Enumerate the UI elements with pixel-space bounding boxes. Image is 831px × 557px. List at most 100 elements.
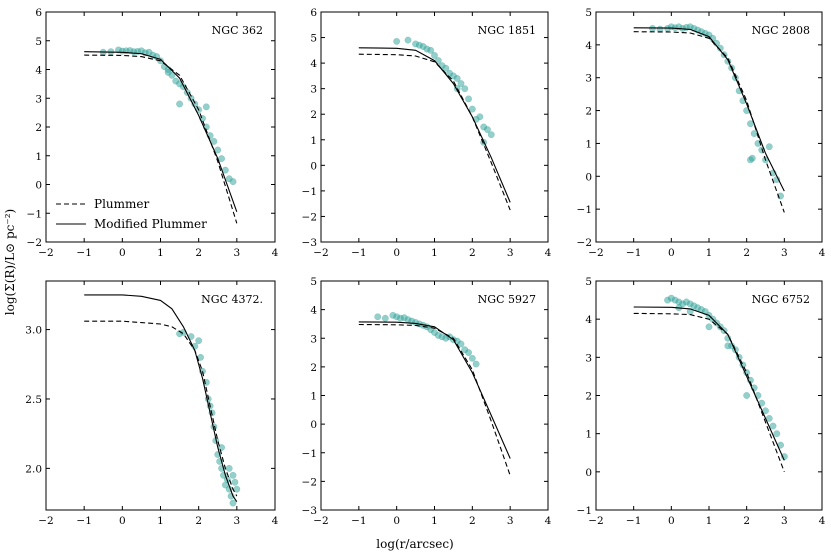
x-tick-label: 3 <box>507 247 514 259</box>
y-tick-label: 6 <box>310 7 317 19</box>
x-tick-label: 1 <box>431 515 438 527</box>
data-points <box>664 294 788 461</box>
x-tick-label: 3 <box>233 515 240 527</box>
panel-title: NGC 2808 <box>752 24 810 37</box>
y-axis-label: log(Σ(R)/L⊙ pc⁻²) <box>3 209 17 315</box>
x-tick-label: 3 <box>233 247 240 259</box>
panel-title: NGC 4372. <box>201 293 263 306</box>
x-tick-label: 3 <box>507 515 514 527</box>
data-point <box>225 464 233 472</box>
x-tick-label: 0 <box>119 515 126 527</box>
panel-title: NGC 362 <box>212 24 263 37</box>
panel-1: −2 −1 0 1 2 3 4 −2 −1 0 1 2 3 4 5 6 NGC 362 <box>27 7 279 259</box>
data-points <box>176 328 241 507</box>
x-tick-label: 3 <box>781 515 788 527</box>
data-point <box>765 143 773 151</box>
data-points <box>393 36 495 146</box>
data-point <box>442 64 450 72</box>
panel-frame <box>595 11 823 243</box>
x-tick-label: 0 <box>119 247 126 259</box>
data-point <box>229 178 237 186</box>
modified-plummer-curve <box>633 27 785 192</box>
x-tick-label: 1 <box>157 247 164 259</box>
y-tick-label: 1 <box>585 138 592 150</box>
y-tick-label: 2 <box>310 362 317 374</box>
x-tick-label: 2 <box>195 247 202 259</box>
data-point <box>487 131 495 139</box>
x-tick-label: −2 <box>38 515 53 527</box>
x-tick-label: 0 <box>393 247 400 259</box>
y-tick-label: 2 <box>585 391 592 403</box>
data-point <box>769 422 777 430</box>
data-point <box>461 85 469 93</box>
data-point <box>457 80 465 88</box>
y-tick-label: −3 <box>302 237 317 249</box>
x-tick-label: 2 <box>469 515 476 527</box>
y-tick-label: 4 <box>585 40 592 52</box>
plummer-curve <box>84 320 238 497</box>
y-tick-label: 2 <box>35 122 42 134</box>
y-tick-label: 3 <box>585 352 592 364</box>
x-tick-label: −1 <box>76 515 91 527</box>
data-point <box>468 105 476 113</box>
x-tick-label: 1 <box>706 247 713 259</box>
y-tick-label: −2 <box>302 476 317 488</box>
legend-label-plummer: Plummer <box>94 197 150 211</box>
panel-4: −2 −1 0 1 2 3 4 2.0 2.5 3.0 NGC 4372. <box>25 280 279 527</box>
x-tick-label: 2 <box>469 247 476 259</box>
y-tick-label: 5 <box>585 276 592 288</box>
data-point <box>202 103 210 111</box>
y-tick-label: −1 <box>302 448 317 460</box>
y-tick-label: 5 <box>310 276 317 288</box>
y-tick-label: 1 <box>310 391 317 403</box>
data-point <box>748 154 756 162</box>
x-tick-label: 0 <box>668 515 675 527</box>
plummer-curve <box>633 312 785 472</box>
y-tick-label: 2.0 <box>25 463 42 475</box>
x-tick-label: 2 <box>743 515 750 527</box>
x-tick-label: −1 <box>626 247 641 259</box>
panel-frame <box>320 11 549 243</box>
x-tick-label: 4 <box>545 247 552 259</box>
x-tick-label: −2 <box>313 247 328 259</box>
data-point <box>195 337 203 345</box>
data-point <box>164 68 172 76</box>
x-tick-label: 0 <box>393 515 400 527</box>
data-point <box>484 126 491 134</box>
data-point <box>233 485 241 493</box>
y-tick-label: −1 <box>577 204 592 216</box>
y-tick-label: 0 <box>310 160 317 172</box>
y-tick-label: −3 <box>302 505 317 517</box>
data-point <box>656 25 664 33</box>
y-tick-label: 4 <box>310 58 317 70</box>
data-point <box>705 323 713 331</box>
y-tick-label: 4 <box>35 65 42 77</box>
y-tick-label: 1 <box>35 151 42 163</box>
y-tick-label: −2 <box>302 211 317 223</box>
x-tick-label: 3 <box>781 247 788 259</box>
data-point <box>381 314 389 322</box>
x-tick-label: 2 <box>743 247 750 259</box>
x-tick-label: −2 <box>588 247 603 259</box>
x-tick-label: 2 <box>195 515 202 527</box>
data-point <box>453 74 461 82</box>
y-tick-label: 2 <box>585 106 592 118</box>
y-tick-label: 1 <box>310 135 317 147</box>
data-point <box>218 155 226 163</box>
y-tick-label: 4 <box>585 314 592 326</box>
data-point <box>773 430 781 438</box>
x-tick-label: 4 <box>272 247 279 259</box>
data-point <box>465 95 472 103</box>
y-tick-label: −1 <box>577 505 592 517</box>
y-tick-label: −1 <box>27 208 42 220</box>
modified-plummer-curve <box>84 294 238 503</box>
y-tick-label: 3 <box>310 84 317 96</box>
y-tick-label: 0 <box>585 467 592 479</box>
panel-title: NGC 6752 <box>752 293 810 306</box>
y-tick-label: −2 <box>577 237 592 249</box>
y-tick-label: 6 <box>35 7 42 19</box>
x-tick-label: −1 <box>76 247 91 259</box>
data-point <box>465 349 472 357</box>
